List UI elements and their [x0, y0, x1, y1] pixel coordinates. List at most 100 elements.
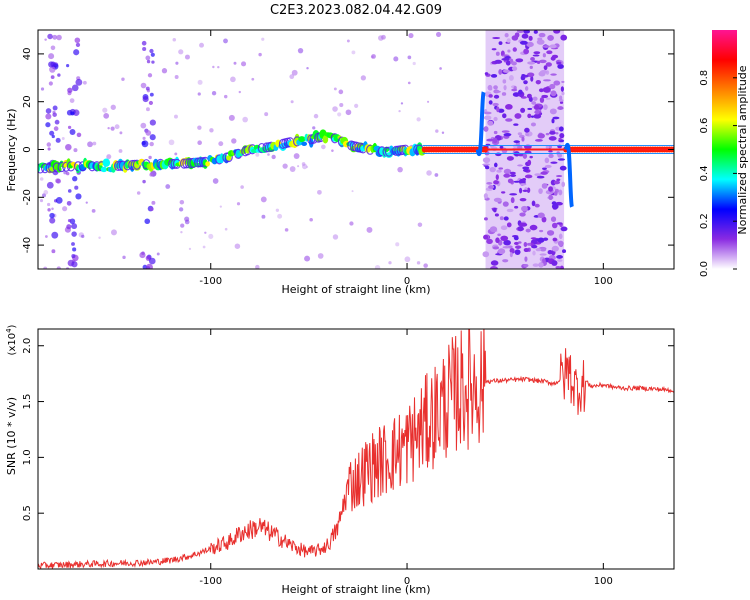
spectrogram-noise-blob	[501, 58, 510, 61]
spectrogram-noise-blob	[489, 226, 498, 233]
spectrogram-noise-blob	[538, 262, 544, 268]
spectrogram-noise-blob	[551, 245, 559, 252]
spectrogram-speckle	[69, 129, 76, 135]
spectrogram-noise-blob	[501, 130, 510, 133]
spectrogram-speckle	[67, 218, 72, 223]
spectrogram-speckle	[72, 176, 78, 182]
spectrogram-noise-blob	[526, 41, 534, 48]
spectrogram-speckle	[374, 265, 381, 269]
spectrogram-speckle	[40, 87, 45, 91]
spectrogram-speckle	[148, 257, 156, 265]
spectrogram-noise-blob	[512, 92, 520, 97]
spectrogram-noise-blob	[552, 116, 560, 120]
spectrogram-noise-blob	[487, 120, 494, 126]
spectrogram-speckle	[258, 52, 262, 57]
spectrogram-noise-blob	[542, 45, 551, 48]
spectrogram-noise-blob	[538, 32, 546, 38]
spectrogram-noise-blob	[534, 203, 540, 208]
spectrogram-noise-blob	[519, 40, 528, 45]
spectrogram-speckle	[85, 201, 88, 204]
spectrogram-y-tick-label: -20	[22, 189, 33, 205]
spectrogram-noise-blob	[492, 137, 498, 144]
spectrogram-noise-blob	[524, 256, 528, 262]
spectrogram-speckle	[149, 92, 154, 97]
spectrogram-noise-blob	[526, 187, 531, 193]
spectrogram-speckle	[75, 193, 82, 200]
spectrogram-speckle	[337, 112, 342, 117]
spectrogram-speckle	[51, 134, 55, 139]
spectrogram-speckle	[435, 129, 439, 133]
spectrogram-noise-blob	[493, 85, 498, 90]
spectrogram-speckle	[47, 147, 51, 151]
spectrogram-noise-blob	[556, 222, 563, 225]
spectrogram-noise-blob	[519, 212, 526, 217]
spectrogram-noise-blob	[495, 237, 500, 244]
spectrogram-speckle	[321, 144, 326, 150]
spectrogram-noise-blob	[537, 133, 545, 139]
spectrogram-speckle	[119, 131, 123, 135]
spectrogram-speckle	[393, 56, 399, 62]
spectrogram-speckle	[277, 213, 283, 219]
spectrogram-noise-blob	[533, 113, 542, 119]
spectrogram-speckle	[61, 137, 65, 140]
spectrogram-speckle	[48, 53, 55, 60]
spectrogram-noise-blob	[556, 255, 563, 259]
spectrogram-speckle	[39, 199, 44, 203]
spectrogram-noise-blob	[525, 133, 530, 137]
snr-line-series	[38, 329, 674, 569]
colorbar-tick-label: 0.0	[699, 261, 710, 277]
spectrogram-speckle	[43, 266, 48, 269]
spectrogram-speckle	[427, 100, 430, 103]
spectrogram-speckle	[231, 138, 237, 144]
spectrogram-noise-blob	[545, 145, 550, 149]
spectrogram-noise-blob	[519, 187, 523, 194]
spectrogram-speckle	[102, 107, 108, 113]
spectrogram-speckle	[204, 231, 207, 234]
spectrogram-noise-blob	[503, 173, 511, 178]
spectrogram-noise-blob	[533, 30, 538, 34]
spectrogram-noise-blob	[483, 193, 488, 199]
spectrogram-speckle	[45, 108, 52, 114]
spectrogram-speckle	[136, 191, 141, 195]
spectrogram-noise-blob	[483, 234, 489, 240]
spectrogram-noise-blob	[535, 248, 542, 252]
spectrogram-speckle	[70, 111, 75, 116]
spectrogram-speckle	[47, 33, 53, 40]
spectrogram-noise-blob	[562, 249, 567, 254]
spectrogram-speckle	[72, 247, 77, 252]
spectrogram-noise-blob	[490, 260, 499, 266]
spectrogram-speckle	[149, 119, 156, 126]
spectrogram-speckle	[66, 224, 72, 230]
spectrogram-speckle	[168, 139, 175, 146]
spectrogram-noise-blob	[493, 130, 498, 135]
colorbar: 0.0 0.2 0.4 0.6 0.8 Normalized spectral ampl…	[699, 30, 749, 277]
spectrogram-y-tick-label: 0	[22, 146, 33, 152]
spectrogram-noise-blob	[542, 86, 551, 93]
spectrogram-speckle	[76, 132, 82, 138]
spectrogram-noise-blob	[555, 175, 563, 178]
spectrogram-noise-blob	[549, 108, 557, 115]
spectrogram-speckle	[261, 37, 265, 41]
snr-x-tick-label: 0	[404, 576, 410, 587]
spectrogram-speckle	[371, 54, 376, 59]
spectrogram-speckle	[174, 114, 178, 119]
spectrogram-noise-blob	[517, 241, 522, 244]
spectrogram-noise-blob	[524, 127, 530, 133]
spectrogram-noise-blob	[523, 242, 528, 247]
spectrogram-speckle	[175, 61, 179, 65]
spectrogram-speckle	[339, 102, 344, 108]
spectrogram-noise-blob	[496, 106, 500, 113]
spectrogram-speckle	[224, 227, 228, 231]
spectrogram-ridge-point	[100, 166, 108, 173]
spectrogram-noise-blob	[518, 89, 523, 95]
spectrogram-noise-blob	[555, 132, 559, 135]
spectrogram-noise-blob	[550, 90, 557, 97]
spectrogram-noise-blob	[539, 59, 547, 64]
spectrogram-noise-blob	[535, 80, 541, 85]
spectrogram-speckle	[110, 229, 117, 236]
snr-y-tick-label: 1.0	[22, 449, 33, 465]
spectrogram-speckle	[289, 74, 295, 80]
spectrogram-speckle	[407, 55, 412, 60]
spectrogram-speckle	[45, 122, 51, 128]
snr-series-line	[38, 329, 674, 569]
